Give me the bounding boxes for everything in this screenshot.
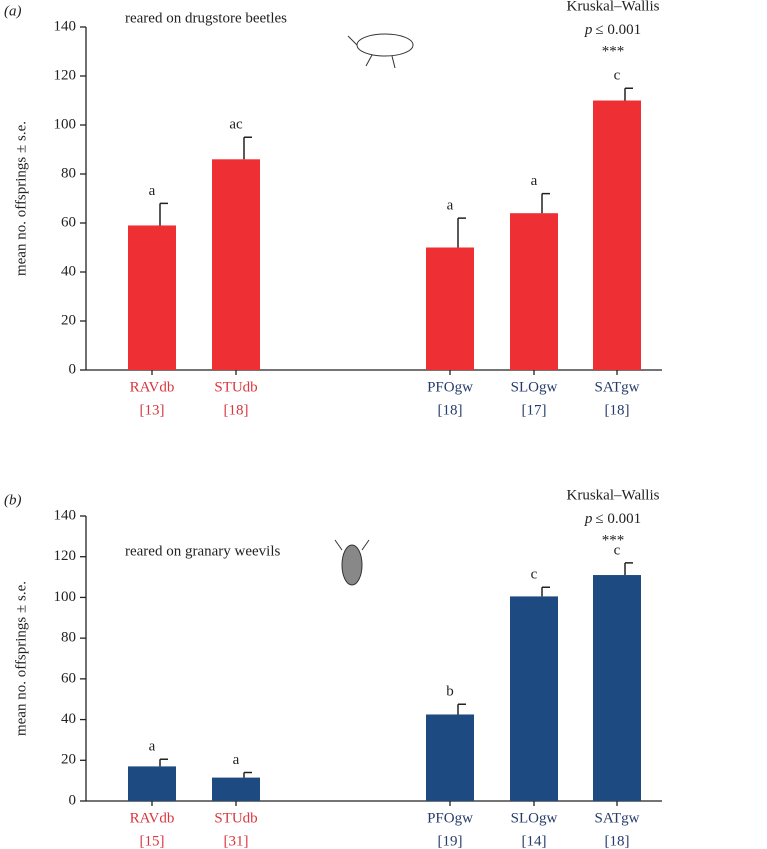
panel-label: (a)	[4, 3, 22, 19]
test-name: Kruskal–Wallis	[567, 487, 660, 503]
bar	[426, 247, 474, 370]
sample-size: [19]	[438, 833, 463, 849]
beetle-icon	[347, 33, 414, 69]
bar	[212, 159, 260, 370]
p-text: ≤ 0.001	[595, 22, 641, 38]
bar	[212, 777, 260, 801]
y-tick-label: 120	[54, 548, 77, 564]
group-letter: c	[614, 542, 621, 558]
test-name: Kruskal–Wallis	[567, 0, 660, 14]
sample-size: [18]	[224, 402, 249, 418]
y-tick-label: 40	[61, 711, 76, 727]
x-tick-label: RAVdb	[130, 379, 175, 395]
y-tick-label: 20	[61, 752, 76, 768]
y-tick-label: 60	[61, 670, 76, 686]
significance-stars: ***	[602, 532, 625, 548]
significance-stars: ***	[602, 43, 625, 59]
y-tick-label: 0	[69, 792, 77, 808]
error-bar	[624, 562, 633, 576]
x-tick-label: STUdb	[214, 379, 257, 395]
p-value: p ≤ 0.001	[584, 22, 641, 38]
group-letter: a	[149, 739, 156, 755]
p-symbol: p	[584, 511, 593, 527]
x-tick-label: SATgw	[594, 810, 639, 826]
x-tick-label: PFOgw	[427, 379, 473, 395]
y-tick-label: 40	[61, 263, 76, 279]
y-axis-label: mean no. offsprings ± s.e.	[13, 581, 29, 736]
y-tick-label: 80	[61, 630, 76, 646]
sample-size: [14]	[522, 833, 547, 849]
rearing-note: reared on drugstore beetles	[125, 10, 287, 26]
y-tick-label: 60	[61, 214, 76, 230]
group-letter: ac	[229, 117, 243, 133]
x-tick-label: PFOgw	[427, 810, 473, 826]
y-axis-label: mean no. offsprings ± s.e.	[13, 121, 29, 276]
y-tick-label: 120	[54, 67, 77, 83]
group-letter: c	[531, 567, 538, 583]
rearing-note: reared on granary weevils	[125, 543, 281, 559]
error-bar	[159, 758, 168, 767]
sample-size: [18]	[605, 402, 630, 418]
error-bar	[243, 771, 252, 778]
y-tick-label: 140	[54, 18, 77, 34]
error-bar	[541, 586, 550, 597]
group-letter: a	[447, 198, 454, 214]
p-text: ≤ 0.001	[595, 511, 641, 527]
bar	[128, 225, 176, 370]
p-value: p ≤ 0.001	[584, 511, 641, 527]
y-tick-label: 100	[54, 116, 77, 132]
group-letter: b	[446, 684, 454, 700]
group-letter: a	[149, 183, 156, 199]
y-tick-label: 0	[69, 361, 77, 377]
p-symbol: p	[584, 22, 593, 38]
bar	[128, 766, 176, 801]
group-letter: a	[233, 752, 240, 768]
bar	[510, 596, 558, 801]
group-letter: a	[531, 173, 538, 189]
y-tick-label: 80	[61, 165, 76, 181]
sample-size: [13]	[140, 402, 165, 418]
sample-size: [17]	[522, 402, 547, 418]
panel-label: (b)	[4, 492, 22, 508]
group-letter: c	[614, 68, 621, 84]
weevil-icon	[334, 539, 370, 586]
bar	[510, 213, 558, 370]
bar	[593, 100, 641, 370]
sample-size: [15]	[140, 833, 165, 849]
y-tick-label: 20	[61, 312, 76, 328]
y-tick-label: 100	[54, 589, 77, 605]
x-tick-label: STUdb	[214, 810, 257, 826]
x-tick-label: SATgw	[594, 379, 639, 395]
error-bar	[541, 192, 550, 214]
bar	[593, 575, 641, 801]
sample-size: [31]	[224, 833, 249, 849]
y-tick-label: 140	[54, 507, 77, 523]
sample-size: [18]	[438, 402, 463, 418]
error-bar	[457, 217, 466, 248]
x-tick-label: SLOgw	[511, 379, 558, 395]
error-bar	[457, 703, 466, 715]
bar	[426, 714, 474, 801]
sample-size: [18]	[605, 833, 630, 849]
x-tick-label: RAVdb	[130, 810, 175, 826]
x-tick-label: SLOgw	[511, 810, 558, 826]
error-bar	[243, 136, 252, 160]
error-bar	[624, 87, 633, 101]
error-bar	[159, 202, 168, 226]
